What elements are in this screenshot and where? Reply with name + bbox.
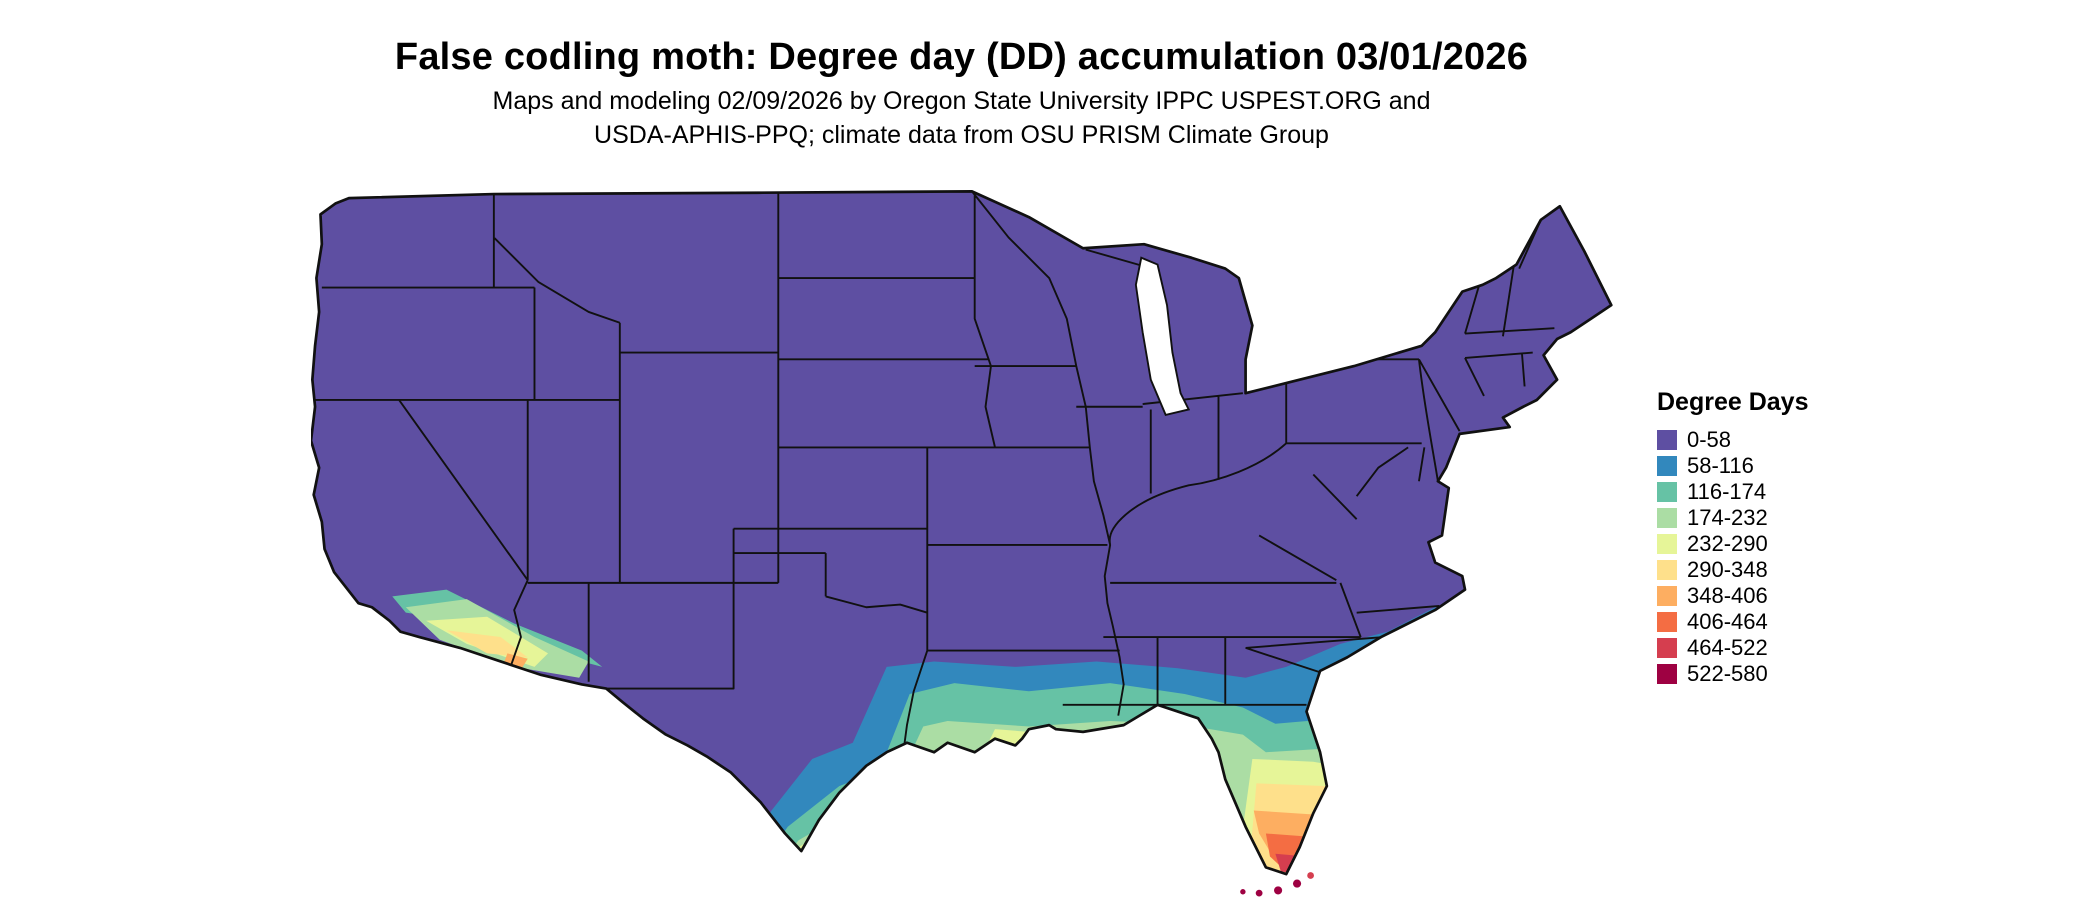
legend-label: 348-406 — [1687, 583, 1768, 608]
legend-label: 116-174 — [1687, 479, 1767, 504]
legend-items: 0-58 58-116 116-174 174-232 232-290 290-348 34… — [1657, 427, 1808, 687]
us-map-svg — [311, 190, 1613, 897]
subtitle-line-2: USDA-APHIS-PPQ; climate data from OSU PR… — [594, 121, 1329, 149]
legend-label: 406-464 — [1687, 609, 1768, 634]
legend-row: 348-406 — [1657, 583, 1808, 609]
legend-swatch — [1657, 560, 1677, 580]
legend-row: 464-522 — [1657, 635, 1808, 661]
legend-swatch — [1657, 482, 1677, 502]
legend-row: 174-232 — [1657, 505, 1808, 531]
subtitle-line-1: Maps and modeling 02/09/2026 by Oregon S… — [492, 87, 1431, 115]
legend-title: Degree Days — [1657, 388, 1809, 416]
map-subtitle: Maps and modeling 02/09/2026 by Oregon S… — [0, 84, 1923, 152]
us-degree-day-map — [311, 190, 1614, 908]
legend: Degree Days 0-58 58-116 116-174 174-232 232-… — [1657, 388, 1808, 687]
state-borders — [313, 191, 1555, 746]
legend-swatch — [1657, 612, 1677, 632]
legend-label: 522-580 — [1687, 661, 1768, 686]
legend-row: 0-58 — [1657, 427, 1808, 453]
florida-keys — [1240, 872, 1314, 897]
legend-swatch — [1657, 534, 1677, 554]
lake-michigan — [1134, 256, 1191, 416]
legend-row: 522-580 — [1657, 661, 1808, 687]
legend-row: 116-174 — [1657, 479, 1808, 505]
legend-label: 232-290 — [1687, 531, 1768, 556]
legend-swatch — [1657, 456, 1677, 476]
legend-label: 290-348 — [1687, 557, 1768, 582]
legend-swatch — [1657, 430, 1677, 450]
legend-row: 232-290 — [1657, 531, 1808, 557]
legend-swatch — [1657, 586, 1677, 606]
legend-label: 464-522 — [1687, 635, 1768, 660]
legend-swatch — [1657, 664, 1677, 684]
legend-label: 174-232 — [1687, 505, 1768, 530]
legend-label: 58-116 — [1687, 453, 1754, 478]
legend-swatch — [1657, 638, 1677, 658]
us-outline — [311, 190, 1613, 876]
legend-label: 0-58 — [1687, 427, 1732, 452]
legend-row: 290-348 — [1657, 557, 1808, 583]
map-title: False codling moth: Degree day (DD) accu… — [394, 36, 1529, 78]
legend-row: 58-116 — [1657, 453, 1808, 479]
legend-swatch — [1657, 508, 1677, 528]
legend-row: 406-464 — [1657, 609, 1808, 635]
degree-day-raster — [311, 191, 1612, 875]
